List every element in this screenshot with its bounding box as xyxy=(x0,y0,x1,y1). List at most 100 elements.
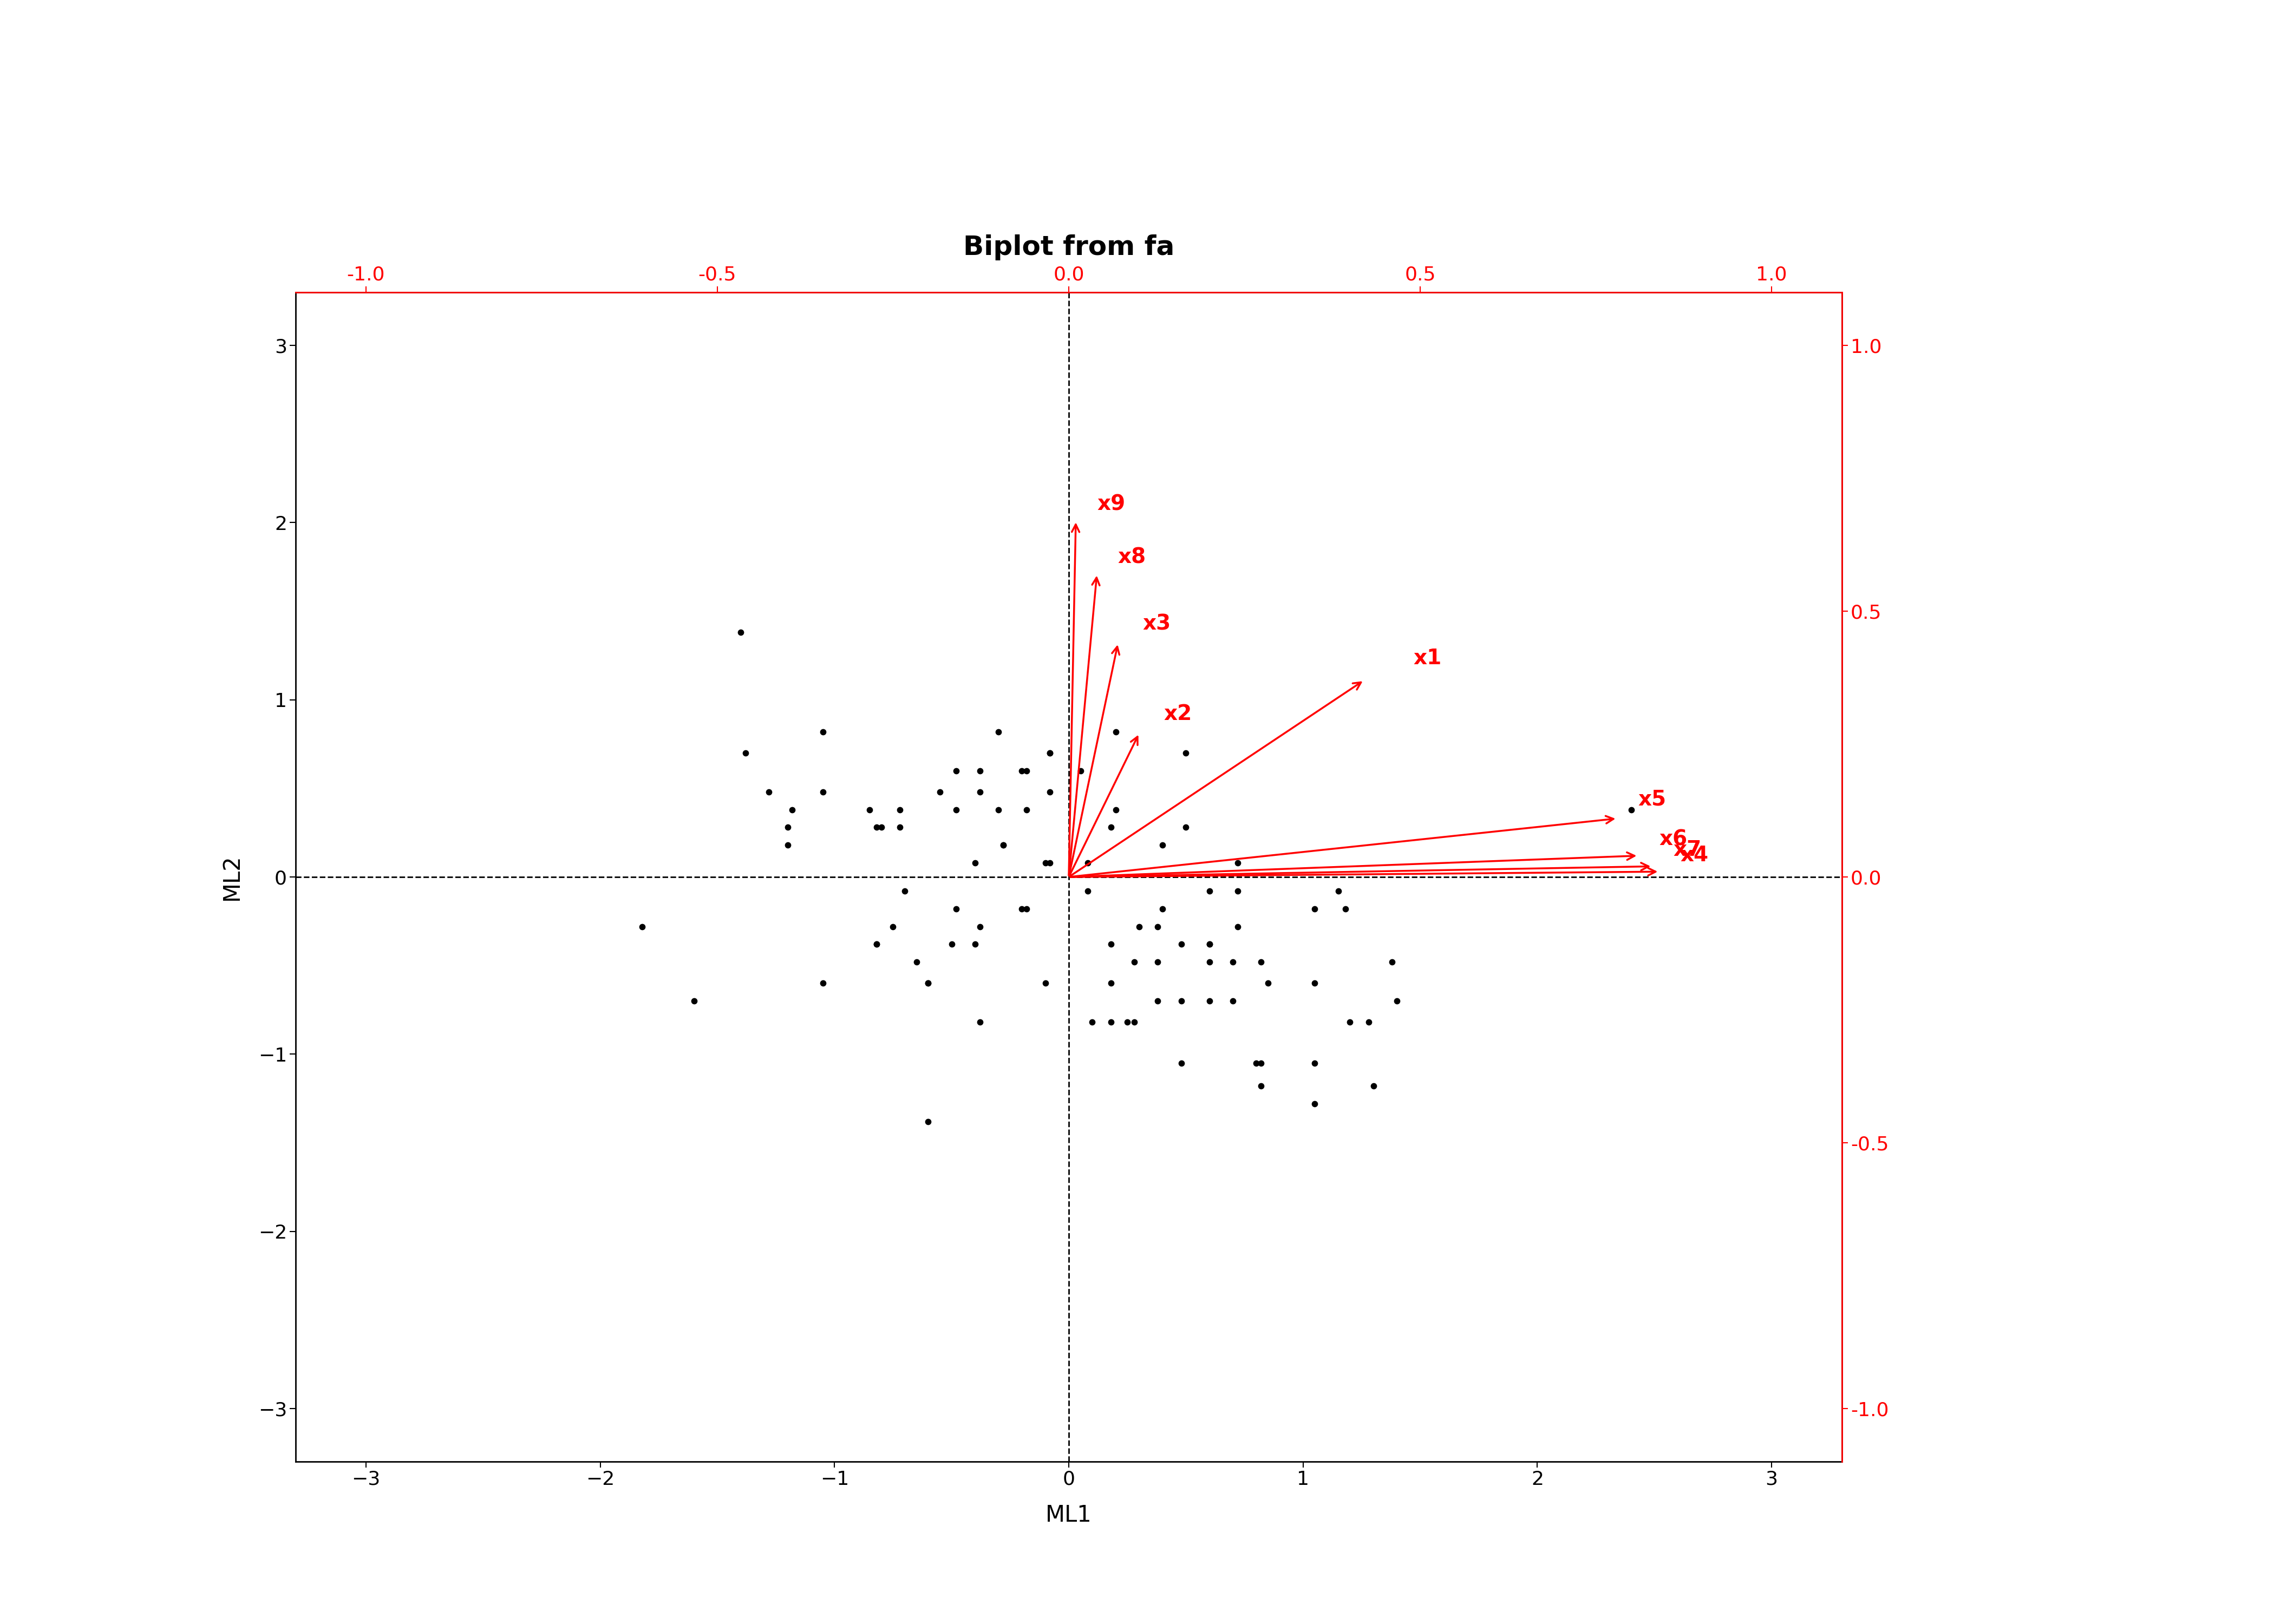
Point xyxy=(769,814,805,840)
Point xyxy=(1355,1073,1392,1099)
Point xyxy=(1117,948,1153,974)
Point xyxy=(1028,849,1064,875)
Point xyxy=(1192,879,1228,905)
Point xyxy=(1219,879,1255,905)
Point xyxy=(875,914,912,940)
Point xyxy=(1139,914,1176,940)
Point xyxy=(1192,987,1228,1013)
Point xyxy=(985,831,1021,857)
Point xyxy=(1007,797,1044,823)
Point xyxy=(1296,896,1333,922)
Point xyxy=(962,780,998,806)
Point xyxy=(985,831,1021,857)
Point xyxy=(1032,741,1069,767)
Text: x3: x3 xyxy=(1142,614,1171,633)
Point xyxy=(769,831,805,857)
Point xyxy=(1028,970,1064,996)
Point xyxy=(1144,896,1180,922)
Point xyxy=(1117,1009,1153,1034)
Point xyxy=(962,758,998,784)
Point xyxy=(1242,1051,1278,1077)
Point xyxy=(1073,1009,1110,1034)
Point xyxy=(939,896,976,922)
Point xyxy=(750,780,787,806)
Point xyxy=(805,970,841,996)
Text: x8: x8 xyxy=(1119,547,1146,568)
Point xyxy=(1007,758,1044,784)
Point xyxy=(1003,896,1039,922)
Point xyxy=(1219,914,1255,940)
Point xyxy=(962,914,998,940)
Point xyxy=(1003,758,1039,784)
Y-axis label: ML2: ML2 xyxy=(221,854,243,900)
Point xyxy=(1094,931,1130,957)
Point xyxy=(1296,1051,1333,1077)
X-axis label: ML1: ML1 xyxy=(1046,1504,1092,1527)
Point xyxy=(864,814,901,840)
Point xyxy=(939,758,976,784)
Point xyxy=(1098,719,1135,745)
Point xyxy=(882,797,919,823)
Point xyxy=(1192,931,1228,957)
Point xyxy=(1214,948,1251,974)
Point xyxy=(773,797,810,823)
Point xyxy=(1296,970,1333,996)
Point xyxy=(1328,896,1364,922)
Point xyxy=(1296,1091,1333,1117)
Point xyxy=(1351,1009,1387,1034)
Point xyxy=(932,931,969,957)
Point xyxy=(1144,831,1180,857)
Point xyxy=(910,970,946,996)
Point xyxy=(723,619,760,645)
Point xyxy=(805,719,841,745)
Text: x9: x9 xyxy=(1096,494,1126,515)
X-axis label: Biplot from fa: Biplot from fa xyxy=(964,234,1173,260)
Point xyxy=(1333,1009,1369,1034)
Point xyxy=(1094,814,1130,840)
Point xyxy=(1319,879,1355,905)
Point xyxy=(728,741,764,767)
Point xyxy=(1251,970,1287,996)
Point xyxy=(1162,931,1198,957)
Point xyxy=(1242,948,1278,974)
Point xyxy=(1214,987,1251,1013)
Point xyxy=(980,797,1016,823)
Point xyxy=(850,797,887,823)
Point xyxy=(1219,849,1255,875)
Point xyxy=(1162,987,1198,1013)
Point xyxy=(1169,741,1205,767)
Point xyxy=(675,987,712,1013)
Point xyxy=(882,814,919,840)
Point xyxy=(1069,879,1105,905)
Point xyxy=(1192,948,1228,974)
Point xyxy=(898,948,935,974)
Point xyxy=(1192,931,1228,957)
Point xyxy=(1032,780,1069,806)
Point xyxy=(1139,948,1176,974)
Text: x4: x4 xyxy=(1680,844,1708,866)
Point xyxy=(939,797,976,823)
Point xyxy=(1612,797,1649,823)
Point xyxy=(921,780,957,806)
Text: x5: x5 xyxy=(1637,789,1667,809)
Point xyxy=(887,879,923,905)
Point xyxy=(962,1009,998,1034)
Point xyxy=(1373,948,1410,974)
Text: x7: x7 xyxy=(1674,840,1701,861)
Point xyxy=(1121,914,1157,940)
Point xyxy=(1094,970,1130,996)
Point xyxy=(1032,741,1069,767)
Point xyxy=(623,914,659,940)
Point xyxy=(860,814,896,840)
Point xyxy=(910,1109,946,1135)
Point xyxy=(1098,797,1135,823)
Point xyxy=(957,849,994,875)
Point xyxy=(1007,896,1044,922)
Point xyxy=(805,780,841,806)
Point xyxy=(1110,1009,1146,1034)
Point xyxy=(957,931,994,957)
Point xyxy=(860,931,896,957)
Point xyxy=(1242,1073,1278,1099)
Point xyxy=(1237,1051,1273,1077)
Point xyxy=(1062,758,1098,784)
